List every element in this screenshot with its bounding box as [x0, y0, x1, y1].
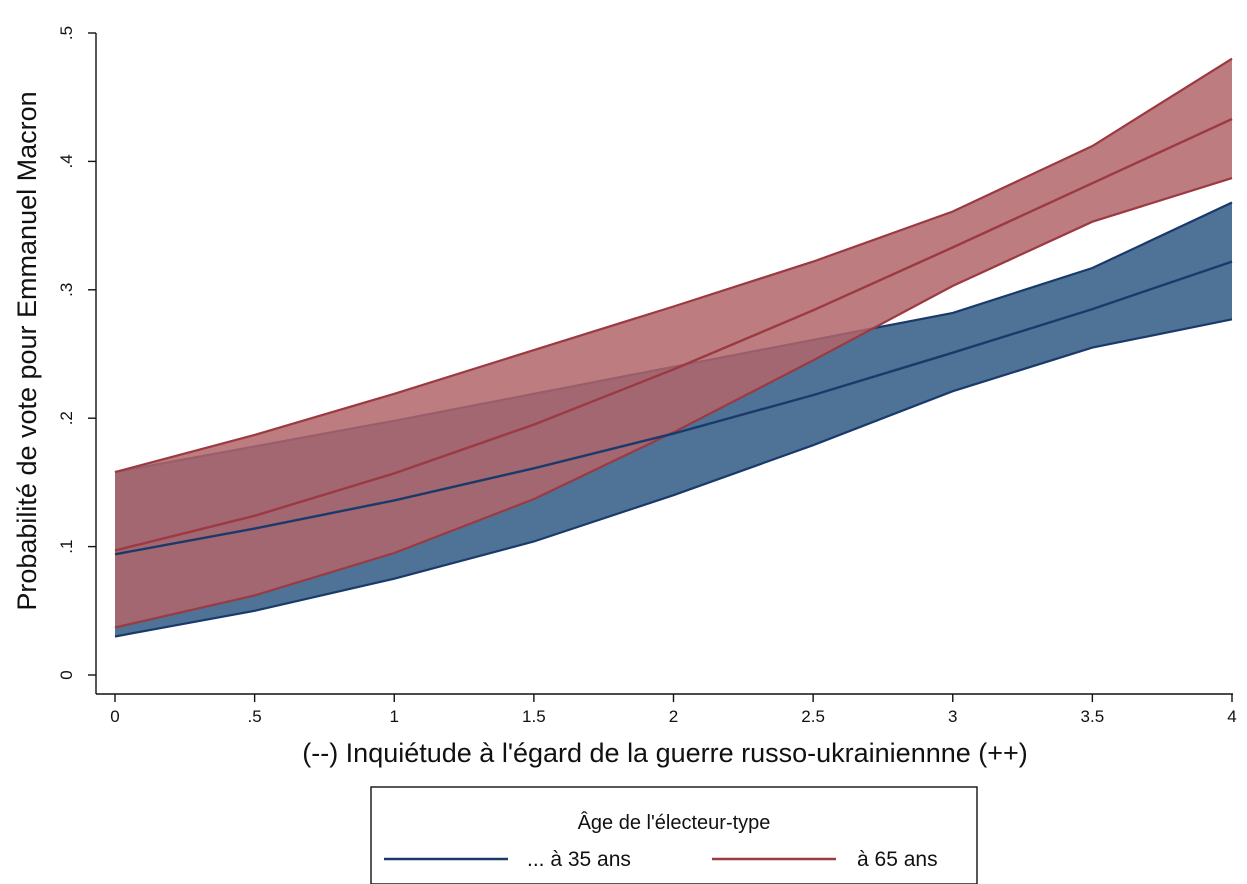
x-ticks: 0 .5 1 1.5 2 2.5 3 3.5 4	[110, 694, 1237, 726]
upper-bound-65-ans	[114, 57, 1233, 474]
y-tick-label: .1	[57, 540, 76, 554]
x-tick-label: 4	[1227, 707, 1236, 726]
series-lines	[114, 117, 1233, 556]
band-65-ans	[115, 58, 1232, 628]
line-35-ans	[114, 260, 1233, 556]
lower-bound-65-ans	[114, 177, 1233, 629]
legend-label-35-ans: ... à 35 ans	[527, 848, 631, 871]
y-axis-title: Probabilité de vote pour Emmanuel Macron	[12, 91, 42, 610]
line-65-ans	[114, 117, 1233, 552]
x-tick-label: 3.5	[1081, 707, 1105, 726]
y-ticks: 0 .1 .2 .3 .4 .5	[57, 26, 96, 680]
x-tick-label: 3	[948, 707, 957, 726]
legend-box	[370, 786, 978, 884]
x-tick-label: 2	[669, 707, 678, 726]
lower-bound-35-ans	[114, 318, 1233, 638]
legend-label-65-ans: à 65 ans	[857, 848, 938, 871]
x-tick-label: 1	[390, 707, 399, 726]
legend: Âge de l'électeur-type ... à 35 ans à 65…	[370, 786, 978, 884]
x-tick-label: 1.5	[522, 707, 546, 726]
y-tick-label: .4	[57, 154, 76, 168]
legend-title: Âge de l'électeur-type	[578, 811, 771, 834]
axes	[95, 33, 1233, 695]
y-tick-label: .5	[57, 26, 76, 40]
y-tick-label: .3	[57, 283, 76, 297]
confidence-bands	[114, 57, 1233, 638]
y-tick-label: 0	[57, 670, 76, 679]
x-tick-label: 2.5	[801, 707, 825, 726]
x-axis-title: (--) Inquiétude à l'égard de la guerre r…	[302, 738, 1028, 768]
x-tick-label: .5	[248, 707, 262, 726]
x-tick-label: 0	[110, 707, 119, 726]
y-tick-label: .2	[57, 411, 76, 425]
